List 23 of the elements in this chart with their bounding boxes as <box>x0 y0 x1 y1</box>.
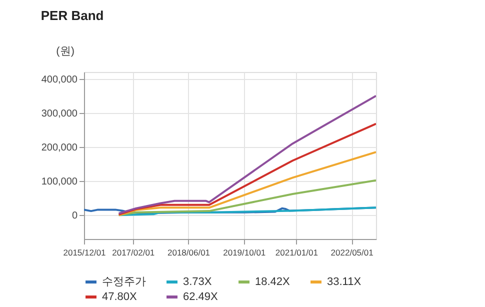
y-tick-label: 100,000 <box>41 176 78 188</box>
chart-title: PER Band <box>40 8 104 23</box>
y-tick-label: 200,000 <box>41 142 78 154</box>
x-tick-label: 2021/01/01 <box>275 248 318 258</box>
legend-label: 3.73X <box>183 276 212 288</box>
x-tick-label: 2019/10/01 <box>223 248 266 258</box>
legend-label: 수정주가 <box>102 276 146 288</box>
line-series <box>118 122 376 216</box>
x-tick-label: 2018/06/01 <box>167 248 210 258</box>
line-series <box>118 94 376 214</box>
y-tick-label: 0 <box>72 210 78 222</box>
y-tick-label: 400,000 <box>41 74 78 86</box>
line-series <box>118 151 376 216</box>
legend-label: 62.49X <box>183 291 219 303</box>
x-tick-label: 2015/12/01 <box>63 248 106 258</box>
legend-label: 18.42X <box>255 276 291 288</box>
y-axis-title: (원) <box>56 46 74 58</box>
y-tick-label: 300,000 <box>41 108 78 120</box>
x-tick-label: 2022/05/01 <box>330 248 374 258</box>
line-series <box>118 179 376 216</box>
legend-label: 47.80X <box>102 291 138 303</box>
legend-label: 33.11X <box>327 276 362 288</box>
x-tick-label: 2017/02/01 <box>112 248 155 258</box>
